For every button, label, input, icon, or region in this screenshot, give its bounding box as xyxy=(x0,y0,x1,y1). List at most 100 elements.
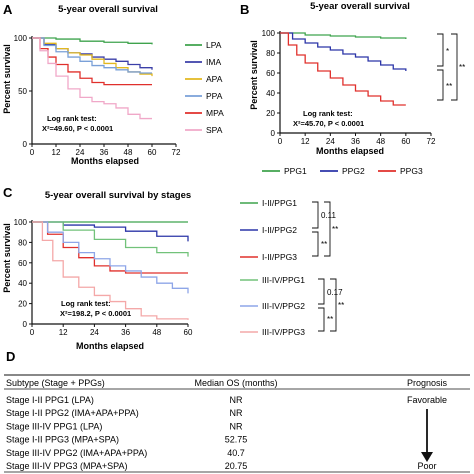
panel-b-sig-ppg1-ppg2: * xyxy=(446,47,449,56)
panel-c-legend-label: III-IV/PPG1 xyxy=(262,275,305,285)
panel-a-xtick-label: 48 xyxy=(124,148,133,157)
panel-c-ytick-label: 40 xyxy=(18,279,27,288)
panel-a-logrank-stat: X²=49.60, P < 0.0001 xyxy=(42,124,113,133)
panel-a-ytick-label: 0 xyxy=(23,140,28,149)
panel-a-logrank-title: Log rank test: xyxy=(47,114,97,123)
table-cell: Stage III-IV PPG1 (LPA) xyxy=(6,421,102,431)
panel-c-significance-brackets xyxy=(312,201,337,332)
panel-c-ylabel: Percent survival xyxy=(2,223,12,293)
panel-c-series-iii-iv-ppg1 xyxy=(32,221,189,257)
panel-b-series-ppg3 xyxy=(280,32,406,106)
panel-b-significance-brackets xyxy=(437,33,458,101)
panel-a-legend-label: APA xyxy=(206,74,223,84)
panel-c-legend-label: I-II/PPG3 xyxy=(262,252,297,262)
panel-b-xtick-label: 12 xyxy=(301,137,310,146)
panel-a-series-mpa xyxy=(32,37,152,86)
panel-b-ytick-label: 20 xyxy=(266,109,275,118)
panel-letter-c: C xyxy=(3,185,13,200)
table-cell: 40.7 xyxy=(227,448,245,458)
table-header-cell: Median OS (months) xyxy=(194,378,277,388)
panel-a-legend-label: MPA xyxy=(206,108,224,118)
panel-c-xtick-label: 24 xyxy=(90,328,99,337)
table-cell: 20.75 xyxy=(225,461,248,471)
panel-a-ytick-label: 50 xyxy=(18,87,27,96)
panel-c-series-iii-iv-ppg2 xyxy=(32,221,189,294)
table-header-cell: Prognosis xyxy=(407,378,448,388)
panel-letter-a: A xyxy=(3,2,13,17)
panel-a-series-ppa xyxy=(32,37,152,74)
panel-b-sig-ppg1-ppg3: ** xyxy=(459,63,465,72)
panel-b-xtick-label: 48 xyxy=(376,137,385,146)
panel-a-ylabel: Percent survival xyxy=(2,44,12,114)
panel-a-legend-label: IMA xyxy=(206,57,221,67)
table-cell: Favorable xyxy=(407,395,447,405)
panel-c-xtick-label: 48 xyxy=(152,328,161,337)
panel-b-xtick-label: 60 xyxy=(401,137,410,146)
panel-c-xtick-label: 0 xyxy=(30,328,35,337)
panel-b-xtick-label: 0 xyxy=(278,137,283,146)
panel-c-xtick-label: 36 xyxy=(121,328,130,337)
panel-c-xlabel: Months elapsed xyxy=(76,341,144,351)
panel-b-ytick-label: 40 xyxy=(266,89,275,98)
panel-a-legend-label: PPA xyxy=(206,91,223,101)
panel-c-legend-label: III-IV/PPG2 xyxy=(262,301,305,311)
panel-c-series-iii-iv-ppg3 xyxy=(32,221,189,320)
panel-c-legend-label: III-IV/PPG3 xyxy=(262,327,305,337)
panel-b-ylabel: Percent survival xyxy=(249,40,259,110)
panel-a-xtick-label: 36 xyxy=(100,148,109,157)
panel-a-legend-label: LPA xyxy=(206,40,222,50)
panel-c-sig-34-b: ** xyxy=(327,315,333,324)
panel-a-xtick-label: 0 xyxy=(30,148,35,157)
table-cell: Stage III-IV PPG3 (MPA+SPA) xyxy=(6,461,127,471)
panel-b-ytick-label: 100 xyxy=(262,29,276,38)
panel-a-xtick-label: 60 xyxy=(148,148,157,157)
prognosis-arrow-head xyxy=(421,452,433,462)
panel-c-ytick-label: 20 xyxy=(18,300,27,309)
panel-c-xtick-label: 60 xyxy=(184,328,193,337)
table-cell: Stage I-II PPG3 (MPA+SPA) xyxy=(6,435,119,445)
panel-b-xtick-label: 36 xyxy=(351,137,360,146)
table-cell: Stage III-IV PPG2 (IMA+APA+PPA) xyxy=(6,448,147,458)
panel-b-legend-label: PPG3 xyxy=(400,166,423,176)
panel-c-ytick-label: 60 xyxy=(18,259,27,268)
panel-a-xtick-label: 12 xyxy=(52,148,61,157)
panel-a-title: 5-year overall survival xyxy=(58,4,158,15)
panel-b-title: 5-year overall survival xyxy=(310,1,410,12)
table-cell: NR xyxy=(230,408,243,418)
panel-a-xtick-label: 24 xyxy=(76,148,85,157)
panel-c-legend-label: I-II/PPG1 xyxy=(262,198,297,208)
panel-b-legend-label: PPG1 xyxy=(284,166,307,176)
panel-c-title: 5-year overall survival by stages xyxy=(45,190,191,201)
table-header-cell: Subtype (Stage + PPGs) xyxy=(6,378,105,388)
panel-b-legend-label: PPG2 xyxy=(342,166,365,176)
table-cell: Stage I-II PPG1 (LPA) xyxy=(6,395,94,405)
table-cell: Poor xyxy=(417,461,436,471)
table-cell: Stage I-II PPG2 (IMA+APA+PPA) xyxy=(6,408,139,418)
panel-b-ytick-label: 0 xyxy=(271,129,276,138)
table-cell: 52.75 xyxy=(225,435,248,445)
panel-b-ytick-label: 60 xyxy=(266,69,275,78)
panel-a-xtick-label: 72 xyxy=(172,148,181,157)
table-cell: NR xyxy=(230,395,243,405)
panel-b-ytick-label: 80 xyxy=(266,49,275,58)
panel-b-xlabel: Months elapsed xyxy=(316,146,384,156)
panel-b-series-ppg1 xyxy=(280,32,407,39)
panel-letter-d: D xyxy=(6,349,15,364)
panel-letter-b: B xyxy=(240,2,249,17)
panel-b-logrank-title: Log rank test: xyxy=(303,109,353,118)
panel-c-legend-label: I-II/PPG2 xyxy=(262,225,297,235)
panel-c-xtick-label: 12 xyxy=(59,328,68,337)
panel-c-ytick-label: 80 xyxy=(18,238,27,247)
panel-c-sig-12-b: ** xyxy=(321,240,327,249)
panel-c-sig-34-c: ** xyxy=(338,301,344,310)
panel-c-sig-12-a: 0.11 xyxy=(321,211,337,220)
panel-c-chart: 5-year overall survival by stages Percen… xyxy=(2,190,344,351)
panel-a-series-lpa xyxy=(32,37,153,45)
panel-c-logrank-title: Log rank test: xyxy=(61,299,111,308)
panel-a-ytick-label: 100 xyxy=(14,34,28,43)
panel-c-ytick-label: 0 xyxy=(23,320,28,329)
panel-b-xtick-label: 72 xyxy=(427,137,436,146)
panel-b-series-ppg2 xyxy=(280,32,407,71)
